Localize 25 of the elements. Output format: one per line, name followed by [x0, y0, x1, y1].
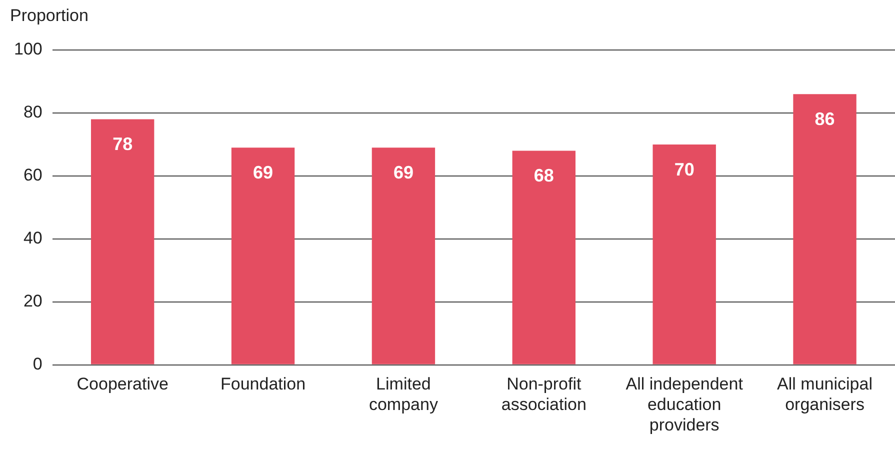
x-tick-label: Limited company — [368, 374, 438, 414]
data-label: 69 — [253, 162, 274, 183]
bar — [372, 148, 436, 364]
bar — [512, 150, 576, 364]
data-label: 69 — [393, 162, 414, 183]
data-label: 78 — [112, 134, 133, 154]
x-tick-label: All independent education providers — [626, 374, 744, 434]
x-tick-label: Non-profit association — [501, 374, 586, 414]
x-tick-label: Cooperative — [76, 374, 168, 394]
y-tick-label: 100 — [14, 40, 42, 59]
y-axis-title: Proportion — [10, 6, 88, 26]
bar — [793, 94, 856, 364]
y-tick-label: 0 — [32, 354, 42, 374]
bar — [90, 119, 154, 364]
y-tick-label: 60 — [23, 166, 42, 185]
y-tick-label: 40 — [23, 228, 42, 248]
data-label: 70 — [674, 159, 694, 180]
x-tick-label: Foundation — [220, 374, 306, 394]
bar — [231, 148, 295, 364]
bar — [652, 144, 716, 364]
data-label: 86 — [814, 109, 835, 130]
y-tick-label: 80 — [23, 102, 42, 122]
x-tick-label: All municipal organisers — [777, 374, 872, 414]
data-label: 68 — [534, 166, 554, 186]
y-tick-label: 20 — [23, 292, 42, 311]
